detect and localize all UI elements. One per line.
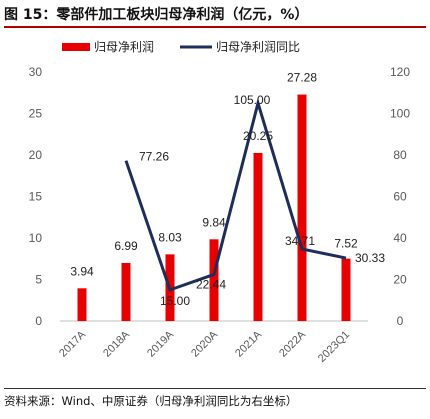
x-tick-label: 2020A [189, 328, 220, 359]
yoy-line [124, 97, 347, 292]
legend-bar-label: 归母净利润 [94, 40, 154, 54]
x-tick-label: 2022A [277, 328, 308, 359]
x-tick-label: 2019A [145, 328, 176, 359]
bar-data-label: 9.84 [202, 215, 226, 229]
figure-title: 图 15：零部件加工板块归母净利润（亿元，%） [4, 2, 426, 28]
x-tick-label: 2021A [233, 328, 264, 359]
bar [209, 239, 219, 321]
x-tick-label: 2017A [57, 328, 88, 359]
bar-data-label: 20.25 [243, 129, 273, 143]
line-data-label: 34.71 [285, 234, 315, 248]
y-left-tick-label: 5 [35, 273, 42, 287]
bar [77, 288, 87, 321]
data-labels: 3.94 6.99 8.03 9.84 20.25 27.28 7.52 77.26 15.00… [70, 71, 385, 308]
y-right-tick-label: 100 [390, 107, 410, 121]
x-tick-label: 2023Q1 [316, 329, 352, 365]
y-right-tick-label: 120 [390, 65, 410, 79]
line-data-label: 30.33 [355, 251, 385, 265]
y-left-tick-label: 15 [29, 190, 43, 204]
y-right-tick-label: 60 [393, 190, 407, 204]
chart: 归母净利润 归母净利润同比 0 5 10 15 20 25 30 0 20 40 60 80 100 12… [29, 40, 411, 365]
line-data-label: 15.00 [160, 294, 190, 308]
legend: 归母净利润 归母净利润同比 [62, 40, 300, 54]
bar-data-label: 27.28 [287, 71, 317, 85]
legend-bar-swatch [62, 43, 90, 51]
line-data-label: 22.44 [196, 277, 226, 291]
source-note: 资料来源：Wind、中原证券（归母净利润同比为右坐标） [4, 388, 426, 412]
bar [121, 262, 131, 321]
bar [341, 258, 351, 321]
line-data-label: 105.00 [234, 93, 271, 107]
legend-line-label: 归母净利润同比 [216, 40, 300, 54]
y-right-tick-label: 40 [393, 231, 407, 245]
bar [253, 152, 263, 321]
y-left-tick-label: 20 [29, 148, 43, 162]
line-series [124, 97, 347, 292]
bar-data-label: 6.99 [114, 239, 138, 253]
bar-data-label: 7.52 [334, 237, 358, 251]
y-right-tick-label: 80 [393, 148, 407, 162]
y-left-tick-label: 10 [29, 231, 43, 245]
line-data-label: 77.26 [139, 150, 169, 164]
y-left-tick-label: 30 [29, 65, 43, 79]
bar [297, 94, 307, 322]
y-left-tick-label: 25 [29, 107, 43, 121]
y-right-tick-label: 0 [397, 314, 404, 328]
bar-data-label: 3.94 [70, 264, 94, 278]
x-tick-label: 2018A [101, 328, 132, 359]
y-left-tick-label: 0 [35, 314, 42, 328]
y-right-tick-label: 20 [393, 273, 407, 287]
bar-data-label: 8.03 [158, 230, 182, 244]
